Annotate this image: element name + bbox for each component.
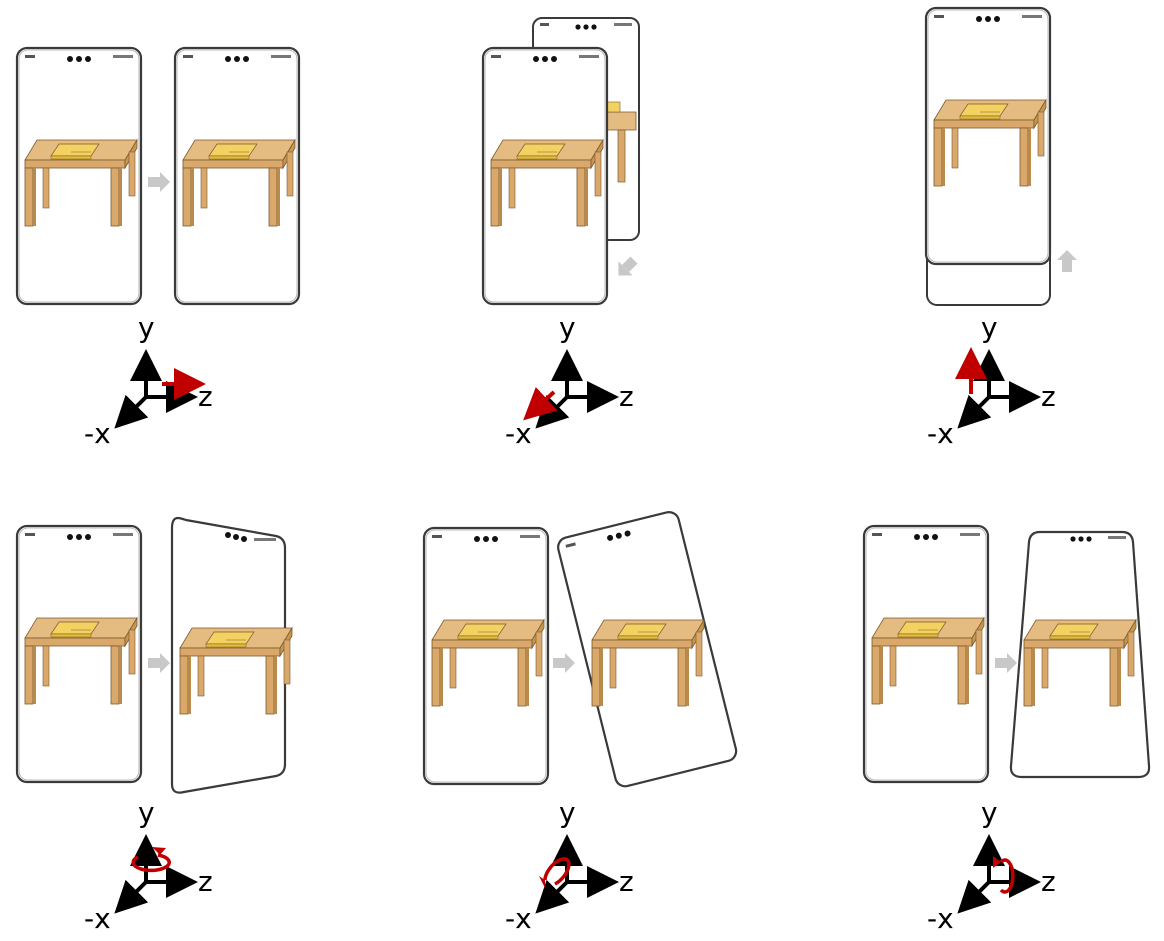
neg-x-axis — [957, 394, 992, 429]
neg-x-label: -x — [505, 902, 532, 935]
phone-rotated — [557, 511, 738, 788]
z-label: z — [1041, 865, 1056, 898]
rotation-arc-y — [131, 853, 171, 873]
phone-moved — [926, 8, 1050, 264]
neg-x-label: -x — [927, 902, 954, 935]
transition-arrow — [148, 172, 170, 192]
phone-rotated — [170, 516, 293, 794]
neg-x-label: -x — [84, 902, 111, 935]
transition-arrow — [1057, 250, 1077, 272]
axes-rotate-y: y z -x — [84, 796, 213, 935]
phone-original — [17, 526, 141, 782]
rotation-arrowhead — [539, 876, 545, 888]
rotation-arc--x — [543, 857, 571, 886]
axes-rotate-z: y z -x — [927, 796, 1056, 935]
panel-rotate-x — [424, 511, 738, 788]
z-label: z — [1041, 380, 1056, 413]
neg-x-axis — [114, 394, 149, 429]
phone-original — [864, 526, 988, 782]
neg-x-axis — [957, 879, 992, 914]
phone-rotated — [1009, 530, 1151, 779]
motion-arrow--x — [523, 386, 558, 421]
neg-x-axis — [114, 879, 149, 914]
y-label: y — [559, 311, 576, 344]
z-label: z — [619, 380, 634, 413]
y-label: y — [981, 311, 998, 344]
panel-translate-z — [17, 48, 299, 304]
neg-x-label: -x — [84, 417, 111, 450]
panel-translate-y — [926, 8, 1077, 306]
panel-rotate-z — [864, 526, 1151, 782]
axes-translate-z: y z -x — [84, 311, 213, 450]
transition-arrow — [148, 653, 170, 673]
y-label: y — [138, 796, 155, 829]
axes-rotate-x: y z -x — [505, 796, 634, 935]
transition-arrow — [611, 252, 642, 283]
phone-original — [17, 48, 141, 304]
neg-x-axis — [535, 879, 570, 914]
neg-x-label: -x — [505, 417, 532, 450]
phone-moved — [175, 48, 299, 304]
rotation-arrowhead — [152, 847, 166, 855]
transition-arrow — [995, 653, 1017, 673]
neg-x-label: -x — [927, 417, 954, 450]
y-label: y — [138, 311, 155, 344]
z-label: z — [198, 865, 213, 898]
rotation-arrowhead — [993, 856, 1001, 868]
transition-arrow — [553, 653, 575, 673]
y-label: y — [559, 796, 576, 829]
phone-original — [424, 528, 548, 784]
z-label: z — [619, 865, 634, 898]
axes-translate-neg-x: y z -x — [505, 311, 634, 450]
axes-translate-y: y z -x — [927, 311, 1056, 450]
z-label: z — [198, 380, 213, 413]
rotation-arc-z — [999, 858, 1015, 894]
y-label: y — [981, 796, 998, 829]
phone-original — [483, 48, 607, 304]
panel-translate-neg-x — [483, 17, 642, 304]
panel-rotate-y — [17, 516, 293, 794]
